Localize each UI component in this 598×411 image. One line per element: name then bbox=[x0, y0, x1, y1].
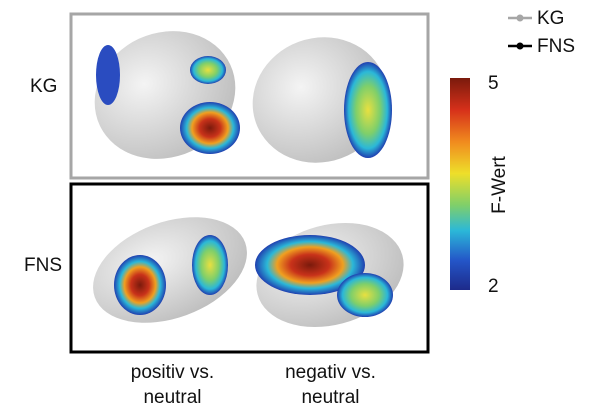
brain-image bbox=[78, 198, 261, 343]
brain-image bbox=[235, 18, 405, 181]
legend-label: KG bbox=[537, 8, 564, 29]
colorbar-tick-label: 5 bbox=[488, 73, 499, 94]
row-label: KG bbox=[30, 76, 57, 97]
figure-canvas: KG FNS 5 2 F-Wert KG FNS bbox=[0, 0, 598, 411]
legend-swatch bbox=[517, 43, 524, 50]
row-label: FNS bbox=[24, 255, 62, 276]
column-label: negativ vs. neutral bbox=[268, 360, 393, 410]
column-label: positiv vs. neutral bbox=[115, 360, 230, 410]
brain-image bbox=[245, 207, 416, 342]
legend-swatch bbox=[517, 15, 524, 22]
colorbar-tick-label: 2 bbox=[488, 276, 499, 297]
brain-image bbox=[74, 8, 257, 181]
colorbar-label: F-Wert bbox=[489, 155, 510, 213]
legend: KG FNS bbox=[508, 8, 575, 57]
legend-label: FNS bbox=[537, 36, 575, 57]
colorbar bbox=[450, 78, 470, 290]
figure: KG FNS 5 2 F-Wert KG FNS positiv vs. neu… bbox=[0, 0, 598, 411]
